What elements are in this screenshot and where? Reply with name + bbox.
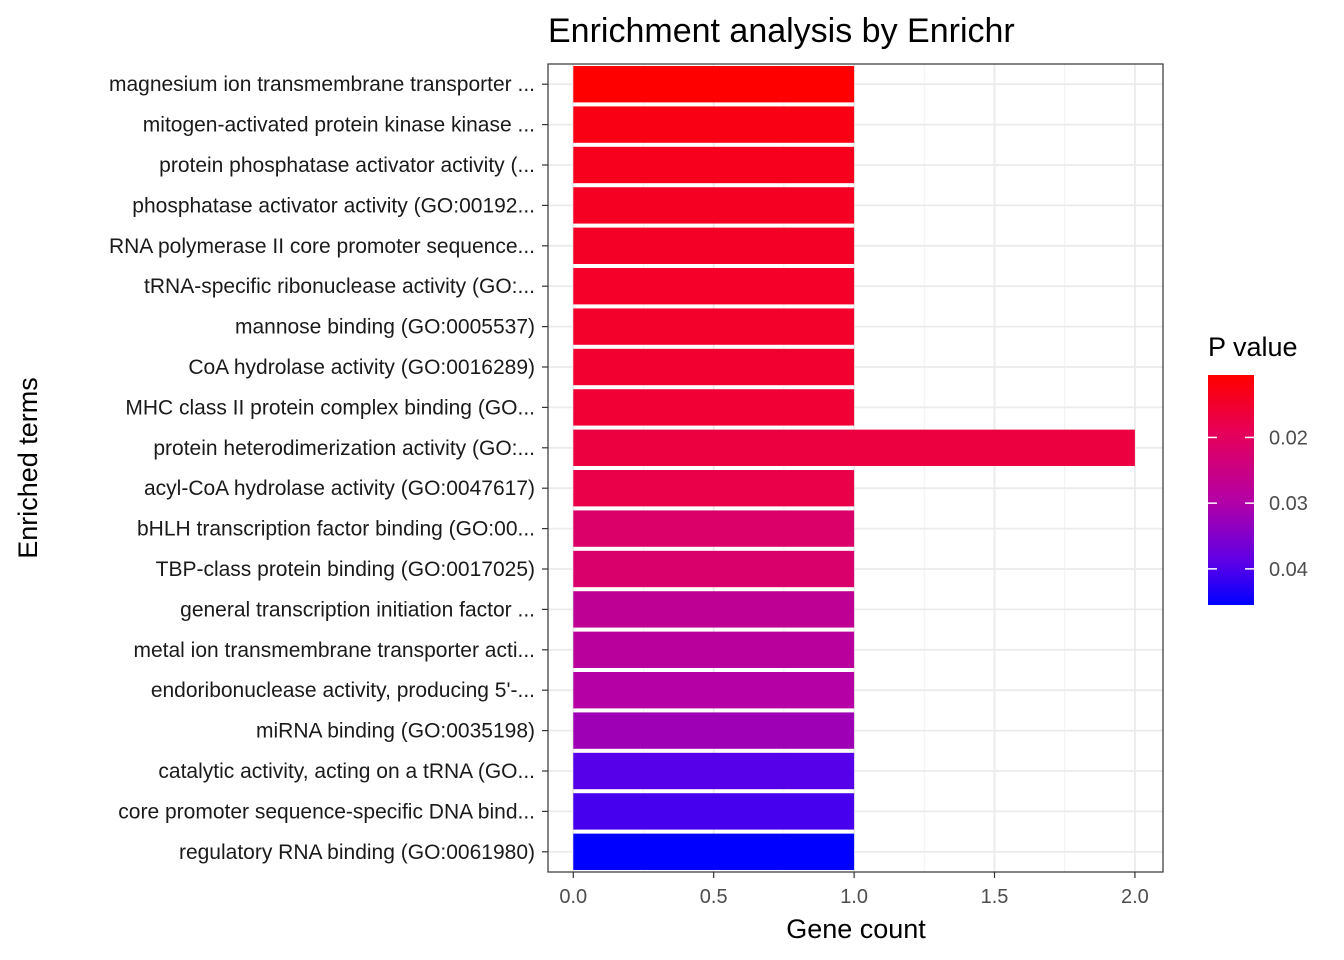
bar [573, 833, 855, 870]
chart-title: Enrichment analysis by Enrichr [548, 12, 1015, 50]
y-tick-label: general transcription initiation factor … [180, 598, 535, 621]
y-axis-title: Enriched terms [13, 377, 43, 559]
color-legend: P value 0.02 0.03 0.04 [1208, 332, 1308, 605]
x-axis: 0.0 0.5 1.0 1.5 2.0 [559, 872, 1149, 908]
y-tick-label: core promoter sequence-specific DNA bind… [118, 800, 535, 823]
bars [573, 66, 1135, 870]
bar [573, 66, 855, 103]
y-tick-label: phosphatase activator activity (GO:00192… [132, 194, 535, 217]
y-tick-label: CoA hydrolase activity (GO:0016289) [188, 356, 535, 379]
legend-tick-label: 0.03 [1269, 493, 1308, 515]
y-tick-label: TBP-class protein binding (GO:0017025) [156, 558, 535, 581]
bar [573, 672, 855, 709]
y-axis: magnesium ion transmembrane transporter … [109, 73, 548, 864]
y-tick-label: bHLH transcription factor binding (GO:00… [137, 518, 535, 541]
legend-title: P value [1208, 332, 1298, 362]
x-tick-label: 2.0 [1121, 886, 1149, 908]
x-tick-label: 0.5 [700, 886, 728, 908]
bar [573, 187, 855, 224]
y-tick-label: miRNA binding (GO:0035198) [256, 720, 535, 743]
y-tick-label: MHC class II protein complex binding (GO… [125, 396, 535, 419]
bar [573, 752, 855, 790]
bar [573, 429, 1135, 466]
bar [573, 146, 855, 184]
bar [573, 268, 855, 305]
bar [573, 106, 855, 143]
y-tick-label: RNA polymerase II core promoter sequence… [109, 235, 535, 258]
bar [573, 550, 855, 588]
bar [573, 470, 855, 507]
y-tick-label: protein heterodimerization activity (GO:… [153, 437, 535, 460]
y-tick-label: catalytic activity, acting on a tRNA (GO… [158, 760, 535, 783]
bar [573, 712, 855, 749]
y-tick-label: magnesium ion transmembrane transporter … [109, 73, 535, 96]
bar [573, 591, 855, 628]
legend-tick-label: 0.04 [1269, 559, 1308, 581]
y-tick-label: protein phosphatase activator activity (… [159, 154, 535, 177]
legend-colorbar [1208, 375, 1254, 605]
y-tick-label: mannose binding (GO:0005537) [235, 316, 535, 339]
plot-border [547, 63, 1164, 873]
bar [573, 510, 855, 547]
legend-tick-label: 0.02 [1269, 427, 1308, 449]
x-tick-label: 1.0 [840, 886, 868, 908]
y-tick-label: metal ion transmembrane transporter acti… [133, 639, 535, 662]
y-tick-label: mitogen-activated protein kinase kinase … [143, 114, 535, 137]
x-tick-label: 0.0 [559, 886, 587, 908]
bar [573, 631, 855, 668]
bar [573, 227, 855, 264]
y-tick-label: tRNA-specific ribonuclease activity (GO:… [144, 275, 535, 298]
bar [573, 793, 855, 830]
y-tick-label: regulatory RNA binding (GO:0061980) [179, 841, 535, 864]
y-tick-label: endoribonuclease activity, producing 5'-… [151, 679, 535, 702]
bar [573, 308, 855, 345]
x-tick-label: 1.5 [981, 886, 1009, 908]
y-tick-label: acyl-CoA hydrolase activity (GO:0047617) [144, 477, 535, 500]
bar [573, 348, 855, 386]
x-axis-title: Gene count [786, 914, 926, 944]
plot-panel [548, 64, 1163, 872]
bar [573, 389, 855, 426]
